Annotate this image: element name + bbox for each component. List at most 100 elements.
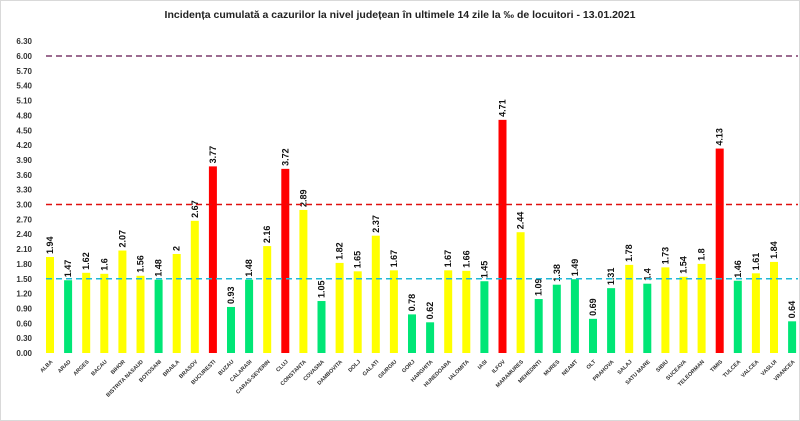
bar-constanta: [299, 209, 308, 353]
category-label: SALAJ: [617, 359, 634, 376]
bar-caras-severin: [263, 246, 272, 353]
value-label: 1.46: [733, 260, 743, 278]
y-tick-label: 5.10: [16, 97, 32, 106]
y-tick-label: 0.90: [16, 304, 32, 313]
bar-covasna: [317, 301, 326, 353]
bar-salaj: [625, 264, 634, 353]
value-label: 1.38: [552, 264, 562, 282]
value-label: 2: [172, 246, 182, 251]
bar-prahova: [607, 288, 616, 353]
y-tick-label: 6.30: [16, 37, 32, 46]
value-label: 1.61: [751, 253, 761, 271]
bar-satu-mare: [643, 283, 652, 353]
value-label: 1.48: [244, 259, 254, 277]
y-tick-label: 2.10: [16, 245, 32, 254]
value-label: 1.56: [136, 255, 146, 273]
category-label: ARGES: [73, 359, 91, 377]
chart-title: Incidența cumulată a cazurilor la nivel …: [164, 9, 636, 21]
bar-vaslui: [770, 261, 778, 353]
value-label: 1.54: [679, 256, 689, 274]
y-tick-label: 0.00: [16, 349, 32, 358]
y-tick-label: 3.00: [16, 201, 32, 210]
value-label: 1.82: [335, 242, 345, 260]
bar-dolj: [353, 271, 362, 353]
value-label: 4.71: [498, 99, 508, 117]
value-label: 0.64: [787, 301, 797, 319]
value-label: 1.66: [461, 250, 471, 268]
bar-braila: [172, 254, 181, 353]
category-label: ALBA: [39, 359, 54, 374]
category-label: CLUJ: [275, 359, 289, 373]
bar-valcea: [751, 273, 760, 353]
bar-bistrita-nasaud: [136, 275, 145, 353]
value-label: 1.49: [570, 259, 580, 277]
bar-olt: [589, 318, 597, 353]
y-tick-label: 1.80: [16, 260, 32, 269]
value-label: 1.09: [534, 279, 544, 297]
value-label: 2.16: [262, 226, 272, 244]
bar-bucuresti: [208, 166, 217, 353]
category-label: SIBIU: [655, 359, 670, 374]
bar-vrancea: [788, 321, 797, 353]
bar-arges: [82, 272, 91, 353]
category-label: GIURGIU: [377, 359, 398, 380]
bar-neamt: [570, 279, 579, 353]
category-label: CARAS-SEVERIN: [235, 359, 271, 395]
y-tick-label: 6.00: [16, 52, 32, 61]
bar-teleorman: [697, 263, 706, 353]
bar-mures: [552, 284, 561, 353]
value-label: 1.48: [154, 259, 164, 277]
bar-suceava: [679, 276, 688, 353]
y-tick-label: 1.20: [16, 290, 32, 299]
category-label: BACAU: [90, 359, 108, 377]
value-label: 1.94: [45, 236, 55, 254]
value-label: 1.05: [317, 280, 327, 298]
y-tick-label: 3.30: [16, 186, 32, 195]
value-label: 2.89: [298, 189, 308, 207]
category-label: BIHOR: [110, 359, 127, 376]
y-tick-label: 4.80: [16, 111, 32, 120]
y-tick-label: 0.60: [16, 319, 32, 328]
y-tick-label: 1.50: [16, 275, 32, 284]
bar-bacau: [100, 273, 109, 353]
value-label: 1.73: [660, 247, 670, 265]
category-label: VALCEA: [740, 359, 760, 379]
y-tick-label: 4.50: [16, 126, 32, 135]
y-tick-label: 3.90: [16, 156, 32, 165]
bar-gorj: [408, 314, 416, 353]
bar-harghita: [426, 322, 435, 353]
category-label: ILFOV: [491, 359, 507, 375]
bar-bihor: [118, 250, 127, 353]
y-tick-label: 3.60: [16, 171, 32, 180]
value-label: 1.67: [443, 250, 453, 268]
value-label: 1.65: [353, 251, 363, 269]
value-label: 1.62: [81, 252, 91, 270]
value-label: 2.37: [371, 215, 381, 233]
y-tick-label: 4.20: [16, 141, 32, 150]
bar-botosani: [154, 279, 163, 353]
bar-timis: [715, 148, 724, 353]
category-label: TULCEA: [722, 359, 742, 379]
bar-maramures: [516, 232, 525, 353]
value-label: 1.31: [606, 268, 616, 286]
category-label: OLT: [586, 359, 598, 371]
bar-hunedoara: [444, 270, 453, 353]
y-tick-label: 0.30: [16, 334, 32, 343]
bar-sibiu: [661, 267, 670, 353]
category-label: GORJ: [401, 359, 416, 374]
bar-giurgiu: [389, 270, 398, 353]
y-tick-label: 2.40: [16, 230, 32, 239]
value-label: 1.78: [624, 244, 634, 262]
value-label: 1.47: [63, 260, 73, 278]
value-label: 0.62: [425, 302, 435, 320]
category-label: IASI: [477, 359, 489, 371]
value-label: 1.4: [642, 268, 652, 281]
y-tick-label: 5.70: [16, 67, 32, 76]
bar-mehedinti: [534, 299, 543, 353]
category-label: ARAD: [57, 359, 72, 374]
value-label: 2.44: [516, 212, 526, 230]
value-label: 0.69: [588, 298, 598, 316]
bar-cluj: [281, 168, 290, 353]
bar-calarasi: [245, 279, 254, 353]
